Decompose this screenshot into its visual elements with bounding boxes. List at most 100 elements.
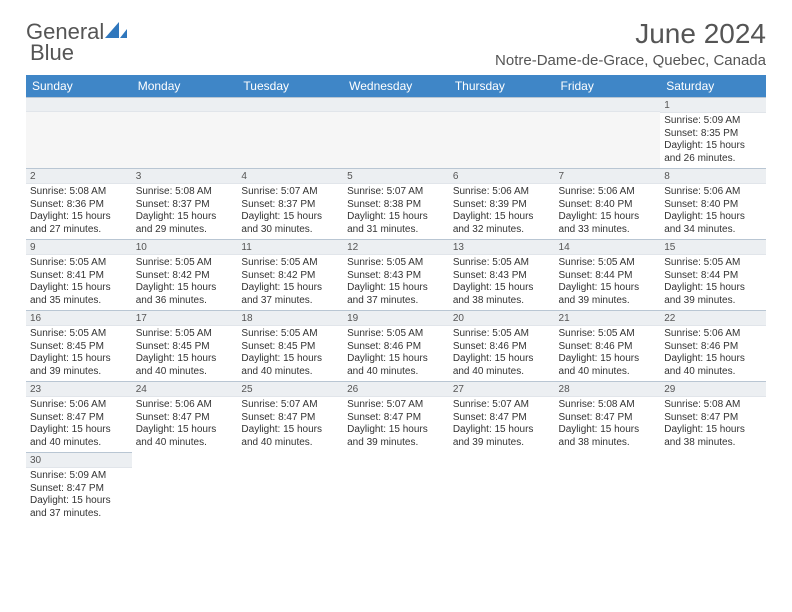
day-info: Sunrise: 5:09 AMSunset: 8:47 PMDaylight:… <box>26 468 132 523</box>
day-info: Sunrise: 5:05 AMSunset: 8:46 PMDaylight:… <box>343 326 449 381</box>
sunset-line: Sunset: 8:39 PM <box>453 199 551 212</box>
day-info: Sunrise: 5:09 AMSunset: 8:35 PMDaylight:… <box>660 113 766 168</box>
sunset-line: Sunset: 8:35 PM <box>664 128 762 141</box>
sunset-line: Sunset: 8:47 PM <box>453 412 551 425</box>
weekday-header: Monday <box>132 75 238 98</box>
day-info: Sunrise: 5:05 AMSunset: 8:43 PMDaylight:… <box>343 255 449 310</box>
sunset-line: Sunset: 8:46 PM <box>453 341 551 354</box>
day-number: 23 <box>26 382 132 397</box>
day-info: Sunrise: 5:06 AMSunset: 8:39 PMDaylight:… <box>449 184 555 239</box>
sunrise-line: Sunrise: 5:08 AM <box>136 186 234 199</box>
day-info: Sunrise: 5:06 AMSunset: 8:40 PMDaylight:… <box>660 184 766 239</box>
daylight-line: Daylight: 15 hours and 38 minutes. <box>559 424 657 449</box>
sunrise-line: Sunrise: 5:06 AM <box>453 186 551 199</box>
sunrise-line: Sunrise: 5:05 AM <box>453 328 551 341</box>
daylight-line: Daylight: 15 hours and 26 minutes. <box>664 140 762 165</box>
day-info: Sunrise: 5:05 AMSunset: 8:42 PMDaylight:… <box>132 255 238 310</box>
sunrise-line: Sunrise: 5:05 AM <box>30 328 128 341</box>
sunset-line: Sunset: 8:38 PM <box>347 199 445 212</box>
day-info: Sunrise: 5:05 AMSunset: 8:46 PMDaylight:… <box>449 326 555 381</box>
day-info: Sunrise: 5:06 AMSunset: 8:40 PMDaylight:… <box>555 184 661 239</box>
day-number: 22 <box>660 311 766 326</box>
sunset-line: Sunset: 8:47 PM <box>559 412 657 425</box>
sunrise-line: Sunrise: 5:07 AM <box>347 186 445 199</box>
day-number: 16 <box>26 311 132 326</box>
day-info: Sunrise: 5:08 AMSunset: 8:47 PMDaylight:… <box>555 397 661 452</box>
day-number: 14 <box>555 240 661 255</box>
calendar-day-cell: 21Sunrise: 5:05 AMSunset: 8:46 PMDayligh… <box>555 311 661 382</box>
day-info: Sunrise: 5:06 AMSunset: 8:46 PMDaylight:… <box>660 326 766 381</box>
calendar-day-cell: 17Sunrise: 5:05 AMSunset: 8:45 PMDayligh… <box>132 311 238 382</box>
sunrise-line: Sunrise: 5:05 AM <box>30 257 128 270</box>
calendar-empty-cell <box>449 453 555 524</box>
calendar-day-cell: 27Sunrise: 5:07 AMSunset: 8:47 PMDayligh… <box>449 382 555 453</box>
calendar-day-cell: 29Sunrise: 5:08 AMSunset: 8:47 PMDayligh… <box>660 382 766 453</box>
daylight-line: Daylight: 15 hours and 40 minutes. <box>453 353 551 378</box>
daylight-line: Daylight: 15 hours and 30 minutes. <box>241 211 339 236</box>
day-number: 15 <box>660 240 766 255</box>
calendar-empty-cell <box>26 98 132 169</box>
sunrise-line: Sunrise: 5:08 AM <box>664 399 762 412</box>
daylight-line: Daylight: 15 hours and 32 minutes. <box>453 211 551 236</box>
calendar-header-row: SundayMondayTuesdayWednesdayThursdayFrid… <box>26 75 766 98</box>
sunrise-line: Sunrise: 5:06 AM <box>664 328 762 341</box>
sunrise-line: Sunrise: 5:06 AM <box>664 186 762 199</box>
day-number: 13 <box>449 240 555 255</box>
sunrise-line: Sunrise: 5:05 AM <box>347 257 445 270</box>
day-number: 3 <box>132 169 238 184</box>
title-block: June 2024 Notre-Dame-de-Grace, Quebec, C… <box>495 18 766 69</box>
day-number: 27 <box>449 382 555 397</box>
daylight-line: Daylight: 15 hours and 40 minutes. <box>241 353 339 378</box>
sunset-line: Sunset: 8:47 PM <box>136 412 234 425</box>
weekday-header: Friday <box>555 75 661 98</box>
daylight-line: Daylight: 15 hours and 40 minutes. <box>241 424 339 449</box>
sunset-line: Sunset: 8:41 PM <box>30 270 128 283</box>
calendar-empty-cell <box>237 453 343 524</box>
sunset-line: Sunset: 8:42 PM <box>241 270 339 283</box>
day-info: Sunrise: 5:07 AMSunset: 8:47 PMDaylight:… <box>449 397 555 452</box>
day-info: Sunrise: 5:07 AMSunset: 8:38 PMDaylight:… <box>343 184 449 239</box>
calendar-day-cell: 11Sunrise: 5:05 AMSunset: 8:42 PMDayligh… <box>237 240 343 311</box>
sunset-line: Sunset: 8:45 PM <box>136 341 234 354</box>
day-info: Sunrise: 5:05 AMSunset: 8:46 PMDaylight:… <box>555 326 661 381</box>
daylight-line: Daylight: 15 hours and 38 minutes. <box>453 282 551 307</box>
sunset-line: Sunset: 8:44 PM <box>559 270 657 283</box>
calendar-week-row: 30Sunrise: 5:09 AMSunset: 8:47 PMDayligh… <box>26 453 766 524</box>
calendar-empty-cell <box>449 98 555 169</box>
calendar-day-cell: 6Sunrise: 5:06 AMSunset: 8:39 PMDaylight… <box>449 169 555 240</box>
daylight-line: Daylight: 15 hours and 31 minutes. <box>347 211 445 236</box>
calendar-day-cell: 28Sunrise: 5:08 AMSunset: 8:47 PMDayligh… <box>555 382 661 453</box>
day-info: Sunrise: 5:05 AMSunset: 8:43 PMDaylight:… <box>449 255 555 310</box>
calendar-day-cell: 22Sunrise: 5:06 AMSunset: 8:46 PMDayligh… <box>660 311 766 382</box>
sunrise-line: Sunrise: 5:05 AM <box>559 328 657 341</box>
day-number: 17 <box>132 311 238 326</box>
day-number: 8 <box>660 169 766 184</box>
calendar-day-cell: 18Sunrise: 5:05 AMSunset: 8:45 PMDayligh… <box>237 311 343 382</box>
calendar-day-cell: 30Sunrise: 5:09 AMSunset: 8:47 PMDayligh… <box>26 453 132 524</box>
day-number: 10 <box>132 240 238 255</box>
brand-line2: Blue <box>30 40 74 66</box>
calendar-day-cell: 26Sunrise: 5:07 AMSunset: 8:47 PMDayligh… <box>343 382 449 453</box>
daylight-line: Daylight: 15 hours and 36 minutes. <box>136 282 234 307</box>
calendar-day-cell: 8Sunrise: 5:06 AMSunset: 8:40 PMDaylight… <box>660 169 766 240</box>
daylight-line: Daylight: 15 hours and 40 minutes. <box>30 424 128 449</box>
calendar-week-row: 23Sunrise: 5:06 AMSunset: 8:47 PMDayligh… <box>26 382 766 453</box>
daylight-line: Daylight: 15 hours and 38 minutes. <box>664 424 762 449</box>
daylight-line: Daylight: 15 hours and 37 minutes. <box>241 282 339 307</box>
sunrise-line: Sunrise: 5:05 AM <box>136 257 234 270</box>
month-title: June 2024 <box>495 18 766 50</box>
day-info: Sunrise: 5:08 AMSunset: 8:47 PMDaylight:… <box>660 397 766 452</box>
sunset-line: Sunset: 8:36 PM <box>30 199 128 212</box>
daylight-line: Daylight: 15 hours and 39 minutes. <box>559 282 657 307</box>
sunset-line: Sunset: 8:45 PM <box>30 341 128 354</box>
sail-icon <box>105 18 127 44</box>
day-info: Sunrise: 5:05 AMSunset: 8:45 PMDaylight:… <box>237 326 343 381</box>
day-info: Sunrise: 5:05 AMSunset: 8:45 PMDaylight:… <box>26 326 132 381</box>
sunrise-line: Sunrise: 5:06 AM <box>559 186 657 199</box>
sunset-line: Sunset: 8:45 PM <box>241 341 339 354</box>
sunrise-line: Sunrise: 5:09 AM <box>664 115 762 128</box>
daylight-line: Daylight: 15 hours and 29 minutes. <box>136 211 234 236</box>
calendar-day-cell: 20Sunrise: 5:05 AMSunset: 8:46 PMDayligh… <box>449 311 555 382</box>
day-number: 7 <box>555 169 661 184</box>
sunset-line: Sunset: 8:44 PM <box>664 270 762 283</box>
